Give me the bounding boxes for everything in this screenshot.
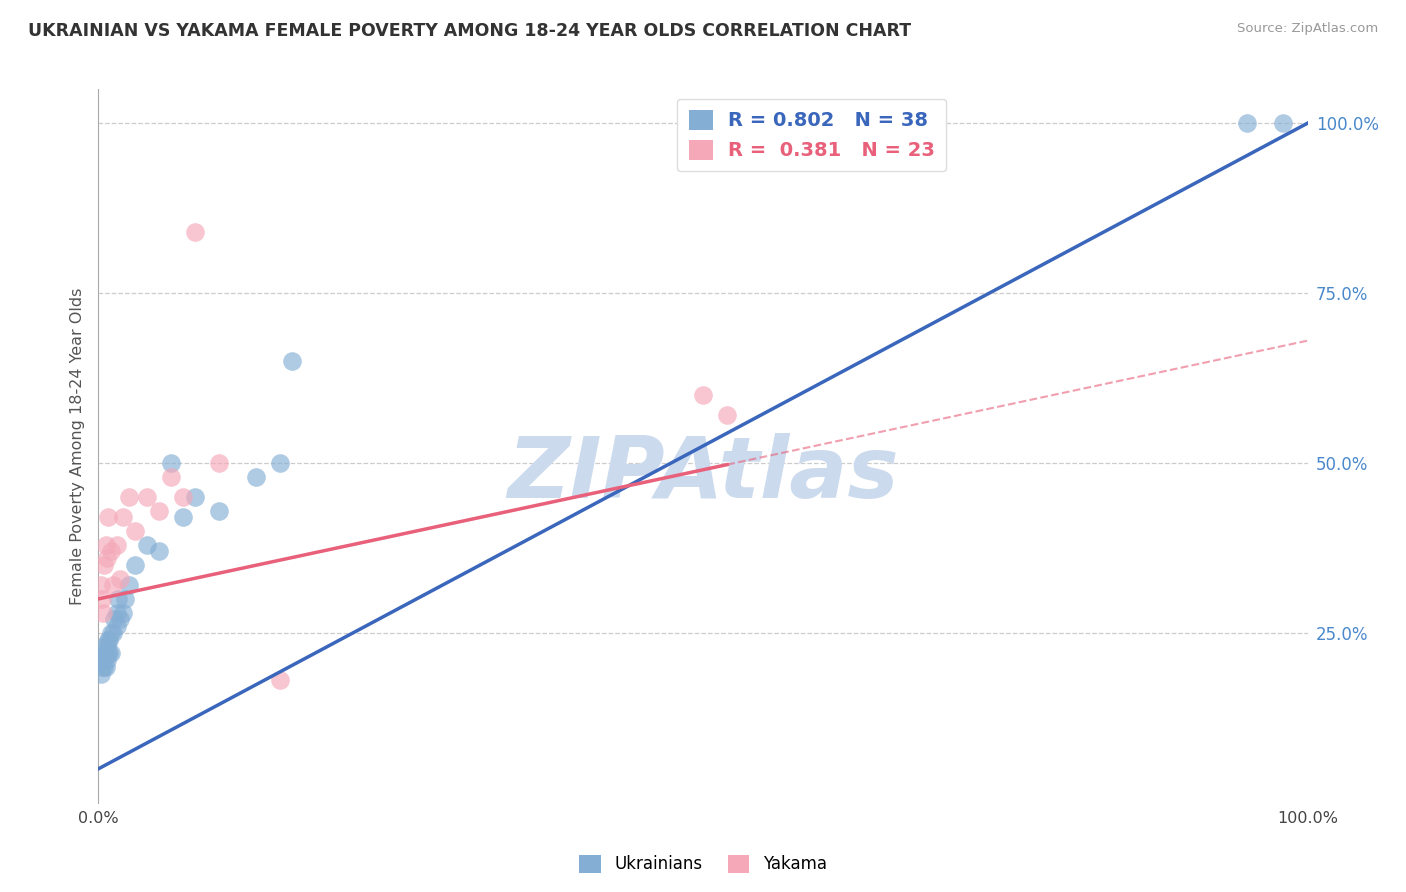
Point — [97, 646, 120, 660]
Point — [93, 660, 115, 674]
Point — [97, 510, 120, 524]
Point — [124, 558, 146, 572]
Point — [692, 388, 714, 402]
Point — [148, 503, 170, 517]
Point — [91, 653, 114, 667]
Point — [160, 456, 183, 470]
Point — [184, 225, 207, 239]
Point — [94, 646, 117, 660]
Point — [111, 510, 134, 524]
Point — [245, 469, 267, 483]
Point — [96, 653, 118, 667]
Point — [111, 606, 134, 620]
Point — [118, 490, 141, 504]
Point — [160, 469, 183, 483]
Point — [107, 591, 129, 606]
Point — [100, 646, 122, 660]
Point — [105, 606, 128, 620]
Point — [94, 660, 117, 674]
Point — [281, 354, 304, 368]
Point — [105, 537, 128, 551]
Point — [101, 578, 124, 592]
Text: Source: ZipAtlas.com: Source: ZipAtlas.com — [1237, 22, 1378, 36]
Point — [94, 537, 117, 551]
Point — [90, 666, 112, 681]
Point — [100, 626, 122, 640]
Point — [118, 578, 141, 592]
Legend: Ukrainians, Yakama: Ukrainians, Yakama — [572, 848, 834, 880]
Point — [96, 551, 118, 566]
Point — [108, 612, 131, 626]
Point — [91, 591, 114, 606]
Point — [269, 673, 291, 688]
Point — [208, 456, 231, 470]
Point — [101, 626, 124, 640]
Point — [96, 640, 118, 654]
Point — [91, 660, 114, 674]
Point — [135, 490, 157, 504]
Point — [91, 653, 114, 667]
Point — [208, 503, 231, 517]
Point — [172, 510, 194, 524]
Point — [105, 619, 128, 633]
Point — [93, 646, 115, 660]
Point — [184, 490, 207, 504]
Point — [114, 591, 136, 606]
Point — [91, 606, 114, 620]
Point — [103, 612, 125, 626]
Point — [124, 524, 146, 538]
Point — [269, 456, 291, 470]
Text: UKRAINIAN VS YAKAMA FEMALE POVERTY AMONG 18-24 YEAR OLDS CORRELATION CHART: UKRAINIAN VS YAKAMA FEMALE POVERTY AMONG… — [28, 22, 911, 40]
Point — [98, 632, 121, 647]
Point — [90, 578, 112, 592]
Point — [172, 490, 194, 504]
Point — [1236, 116, 1258, 130]
Point — [98, 646, 121, 660]
Point — [135, 537, 157, 551]
Text: ZIPAtlas: ZIPAtlas — [508, 433, 898, 516]
Point — [1272, 116, 1295, 130]
Point — [108, 572, 131, 586]
Point — [97, 632, 120, 647]
Point — [93, 558, 115, 572]
Point — [93, 640, 115, 654]
Point — [716, 409, 738, 423]
Y-axis label: Female Poverty Among 18-24 Year Olds: Female Poverty Among 18-24 Year Olds — [69, 287, 84, 605]
Point — [148, 544, 170, 558]
Point — [100, 544, 122, 558]
